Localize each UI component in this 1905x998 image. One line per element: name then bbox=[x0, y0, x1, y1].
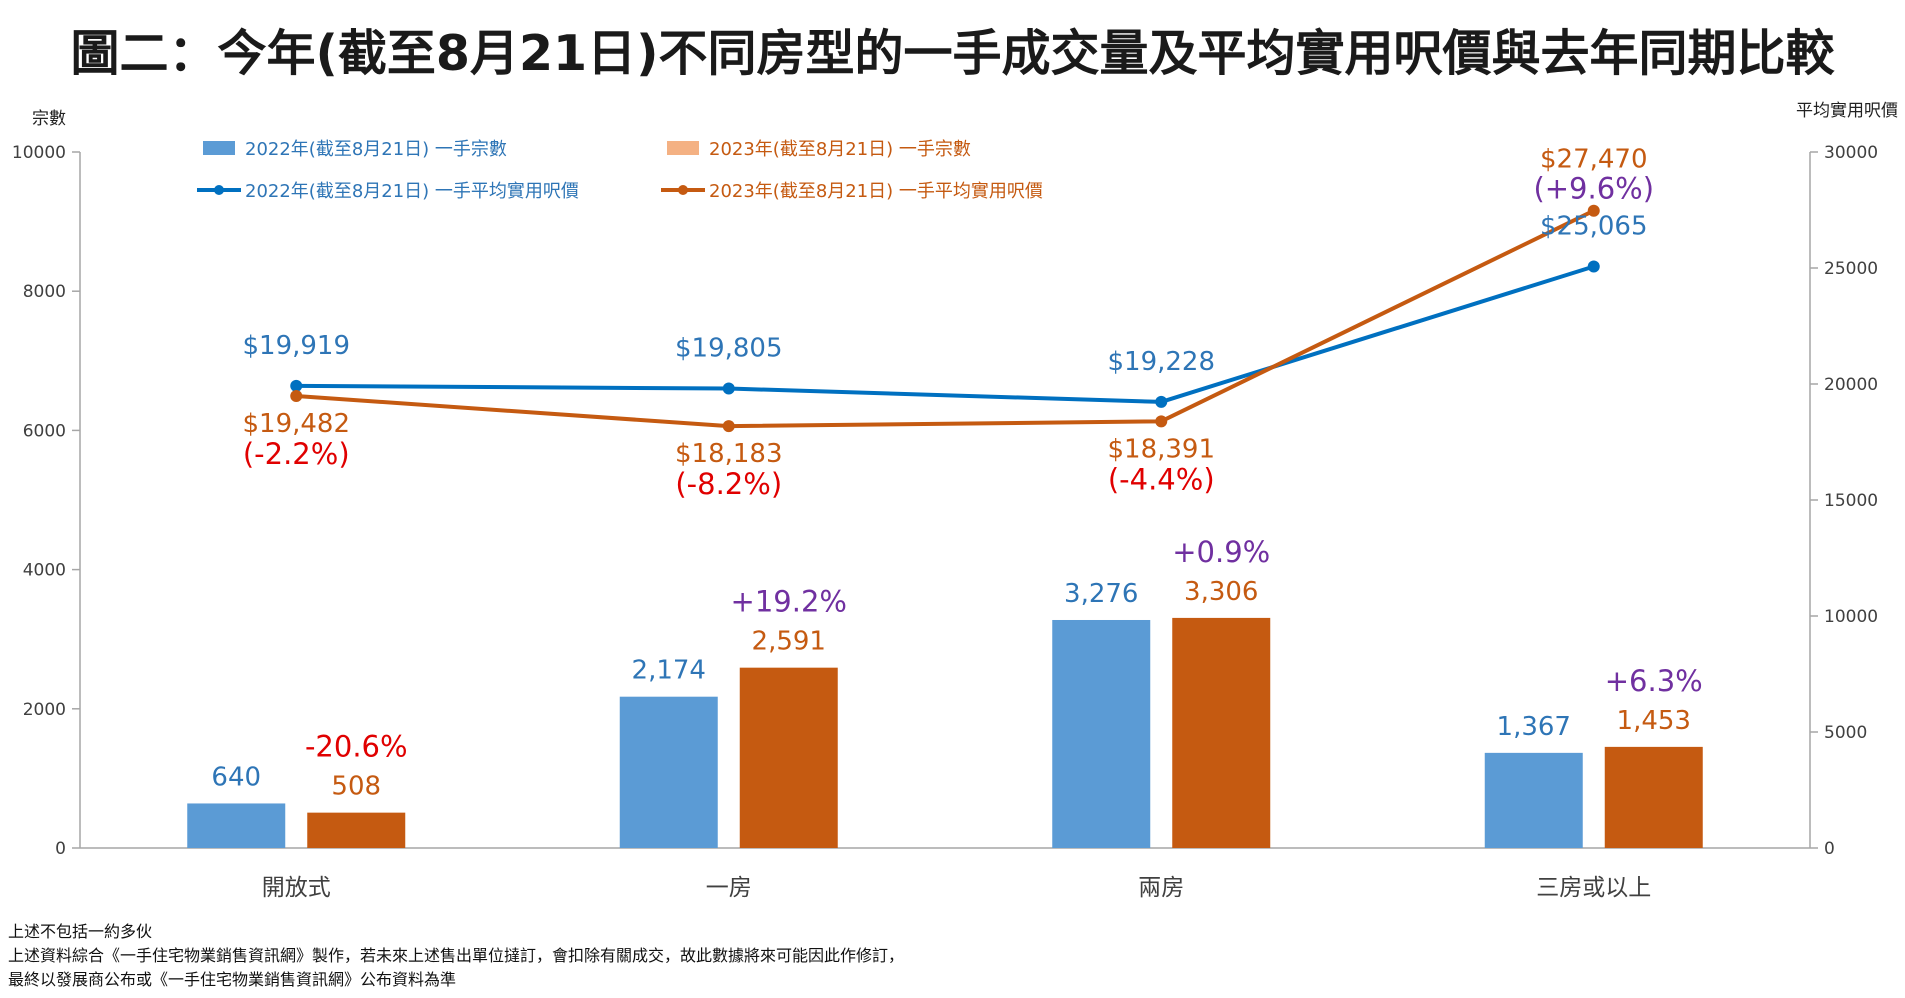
bar-2022 bbox=[1052, 619, 1151, 848]
price-label-2023: $27,470 bbox=[1540, 145, 1648, 175]
bar-change-label: +19.2% bbox=[731, 585, 847, 619]
left-tick-label: 6000 bbox=[23, 421, 66, 441]
footnote-1: 上述不包括一約多伙 bbox=[8, 922, 153, 941]
bar-change-label: -20.6% bbox=[305, 730, 408, 764]
right-tick-label: 30000 bbox=[1824, 143, 1878, 163]
footnote-3: 最終以發展商公布或《一手住宅物業銷售資訊網》公布資料為準 bbox=[8, 970, 457, 989]
category-label: 一房 bbox=[706, 875, 752, 901]
right-axis-title: 平均實用呎價 bbox=[1796, 101, 1898, 121]
point-2022-price bbox=[1587, 260, 1600, 273]
bar-2023 bbox=[1604, 746, 1703, 848]
price-label-2023: $18,183 bbox=[675, 439, 783, 469]
right-tick-label: 15000 bbox=[1824, 491, 1878, 511]
price-label-2023: $19,482 bbox=[242, 409, 350, 439]
line-2023-price bbox=[296, 208, 1595, 429]
bar-change-label: +0.9% bbox=[1172, 535, 1270, 569]
price-change-label: (-4.4%) bbox=[1108, 462, 1215, 496]
left-tick-label: 8000 bbox=[23, 282, 66, 302]
legend-label: 2022年(截至8月21日) 一手宗數 bbox=[245, 139, 507, 160]
left-tick-label: 4000 bbox=[23, 561, 66, 581]
price-label-2023: $18,391 bbox=[1107, 434, 1215, 464]
bar-label-2022: 640 bbox=[211, 762, 261, 792]
point-2022-price bbox=[290, 379, 303, 392]
right-tick-label: 5000 bbox=[1824, 723, 1867, 743]
bar-label-2022: 3,276 bbox=[1064, 579, 1138, 609]
legend-label: 2022年(截至8月21日) 一手平均實用呎價 bbox=[245, 181, 579, 202]
bar-label-2023: 3,306 bbox=[1184, 577, 1258, 607]
price-change-label: (-2.2%) bbox=[243, 437, 350, 471]
price-label-2022: $19,805 bbox=[675, 334, 783, 364]
footnote-2: 上述資料綜合《一手住宅物業銷售資訊網》製作，若未來上述售出單位撻訂，會扣除有關成… bbox=[8, 946, 905, 965]
bar-2022 bbox=[1484, 752, 1583, 848]
legend-swatch-bar bbox=[203, 141, 235, 155]
legend-swatch-marker bbox=[214, 185, 224, 195]
bar-label-2023: 1,453 bbox=[1617, 706, 1691, 736]
point-2023-price bbox=[1155, 415, 1168, 428]
right-tick-label: 20000 bbox=[1824, 375, 1878, 395]
legend-label: 2023年(截至8月21日) 一手宗數 bbox=[709, 139, 971, 160]
bar-label-2023: 508 bbox=[331, 772, 381, 802]
price-label-2022: $25,065 bbox=[1540, 211, 1648, 241]
right-tick-label: 0 bbox=[1824, 839, 1835, 859]
bar-2023 bbox=[307, 812, 406, 848]
left-tick-label: 0 bbox=[55, 839, 66, 859]
left-tick-label: 2000 bbox=[23, 700, 66, 720]
bar-2022 bbox=[619, 696, 718, 848]
bar-label-2022: 2,174 bbox=[632, 656, 706, 686]
legend-label: 2023年(截至8月21日) 一手平均實用呎價 bbox=[709, 181, 1043, 202]
legend-swatch-marker bbox=[678, 185, 688, 195]
category-label: 三房或以上 bbox=[1536, 875, 1651, 901]
bar-2023 bbox=[739, 667, 838, 848]
point-2022-price bbox=[1155, 395, 1168, 408]
chart-title: 圖二：今年(截至8月21日)不同房型的一手成交量及平均實用呎價與去年同期比較 bbox=[70, 25, 1835, 82]
bar-2023 bbox=[1172, 617, 1271, 848]
price-change-label: (-8.2%) bbox=[675, 467, 782, 501]
right-tick-label: 10000 bbox=[1824, 607, 1878, 627]
point-2023-price bbox=[722, 420, 735, 433]
price-label-2022: $19,228 bbox=[1107, 347, 1215, 377]
price-change-label: (+9.6%) bbox=[1533, 172, 1654, 206]
line-2022-price bbox=[296, 264, 1595, 404]
left-tick-label: 10000 bbox=[12, 143, 66, 163]
left-axis-title: 宗數 bbox=[32, 109, 66, 129]
legend-swatch-bar bbox=[667, 141, 699, 155]
point-2022-price bbox=[722, 382, 735, 395]
point-2023-price bbox=[290, 390, 303, 403]
price-label-2022: $19,919 bbox=[242, 331, 350, 361]
bar-label-2022: 1,367 bbox=[1497, 712, 1571, 742]
bar-label-2023: 2,591 bbox=[752, 627, 826, 657]
point-2023-price bbox=[1587, 204, 1600, 217]
category-label: 兩房 bbox=[1138, 875, 1184, 901]
bar-2022 bbox=[187, 803, 286, 848]
category-label: 開放式 bbox=[262, 875, 331, 901]
bar-change-label: +6.3% bbox=[1605, 664, 1703, 698]
right-tick-label: 25000 bbox=[1824, 259, 1878, 279]
